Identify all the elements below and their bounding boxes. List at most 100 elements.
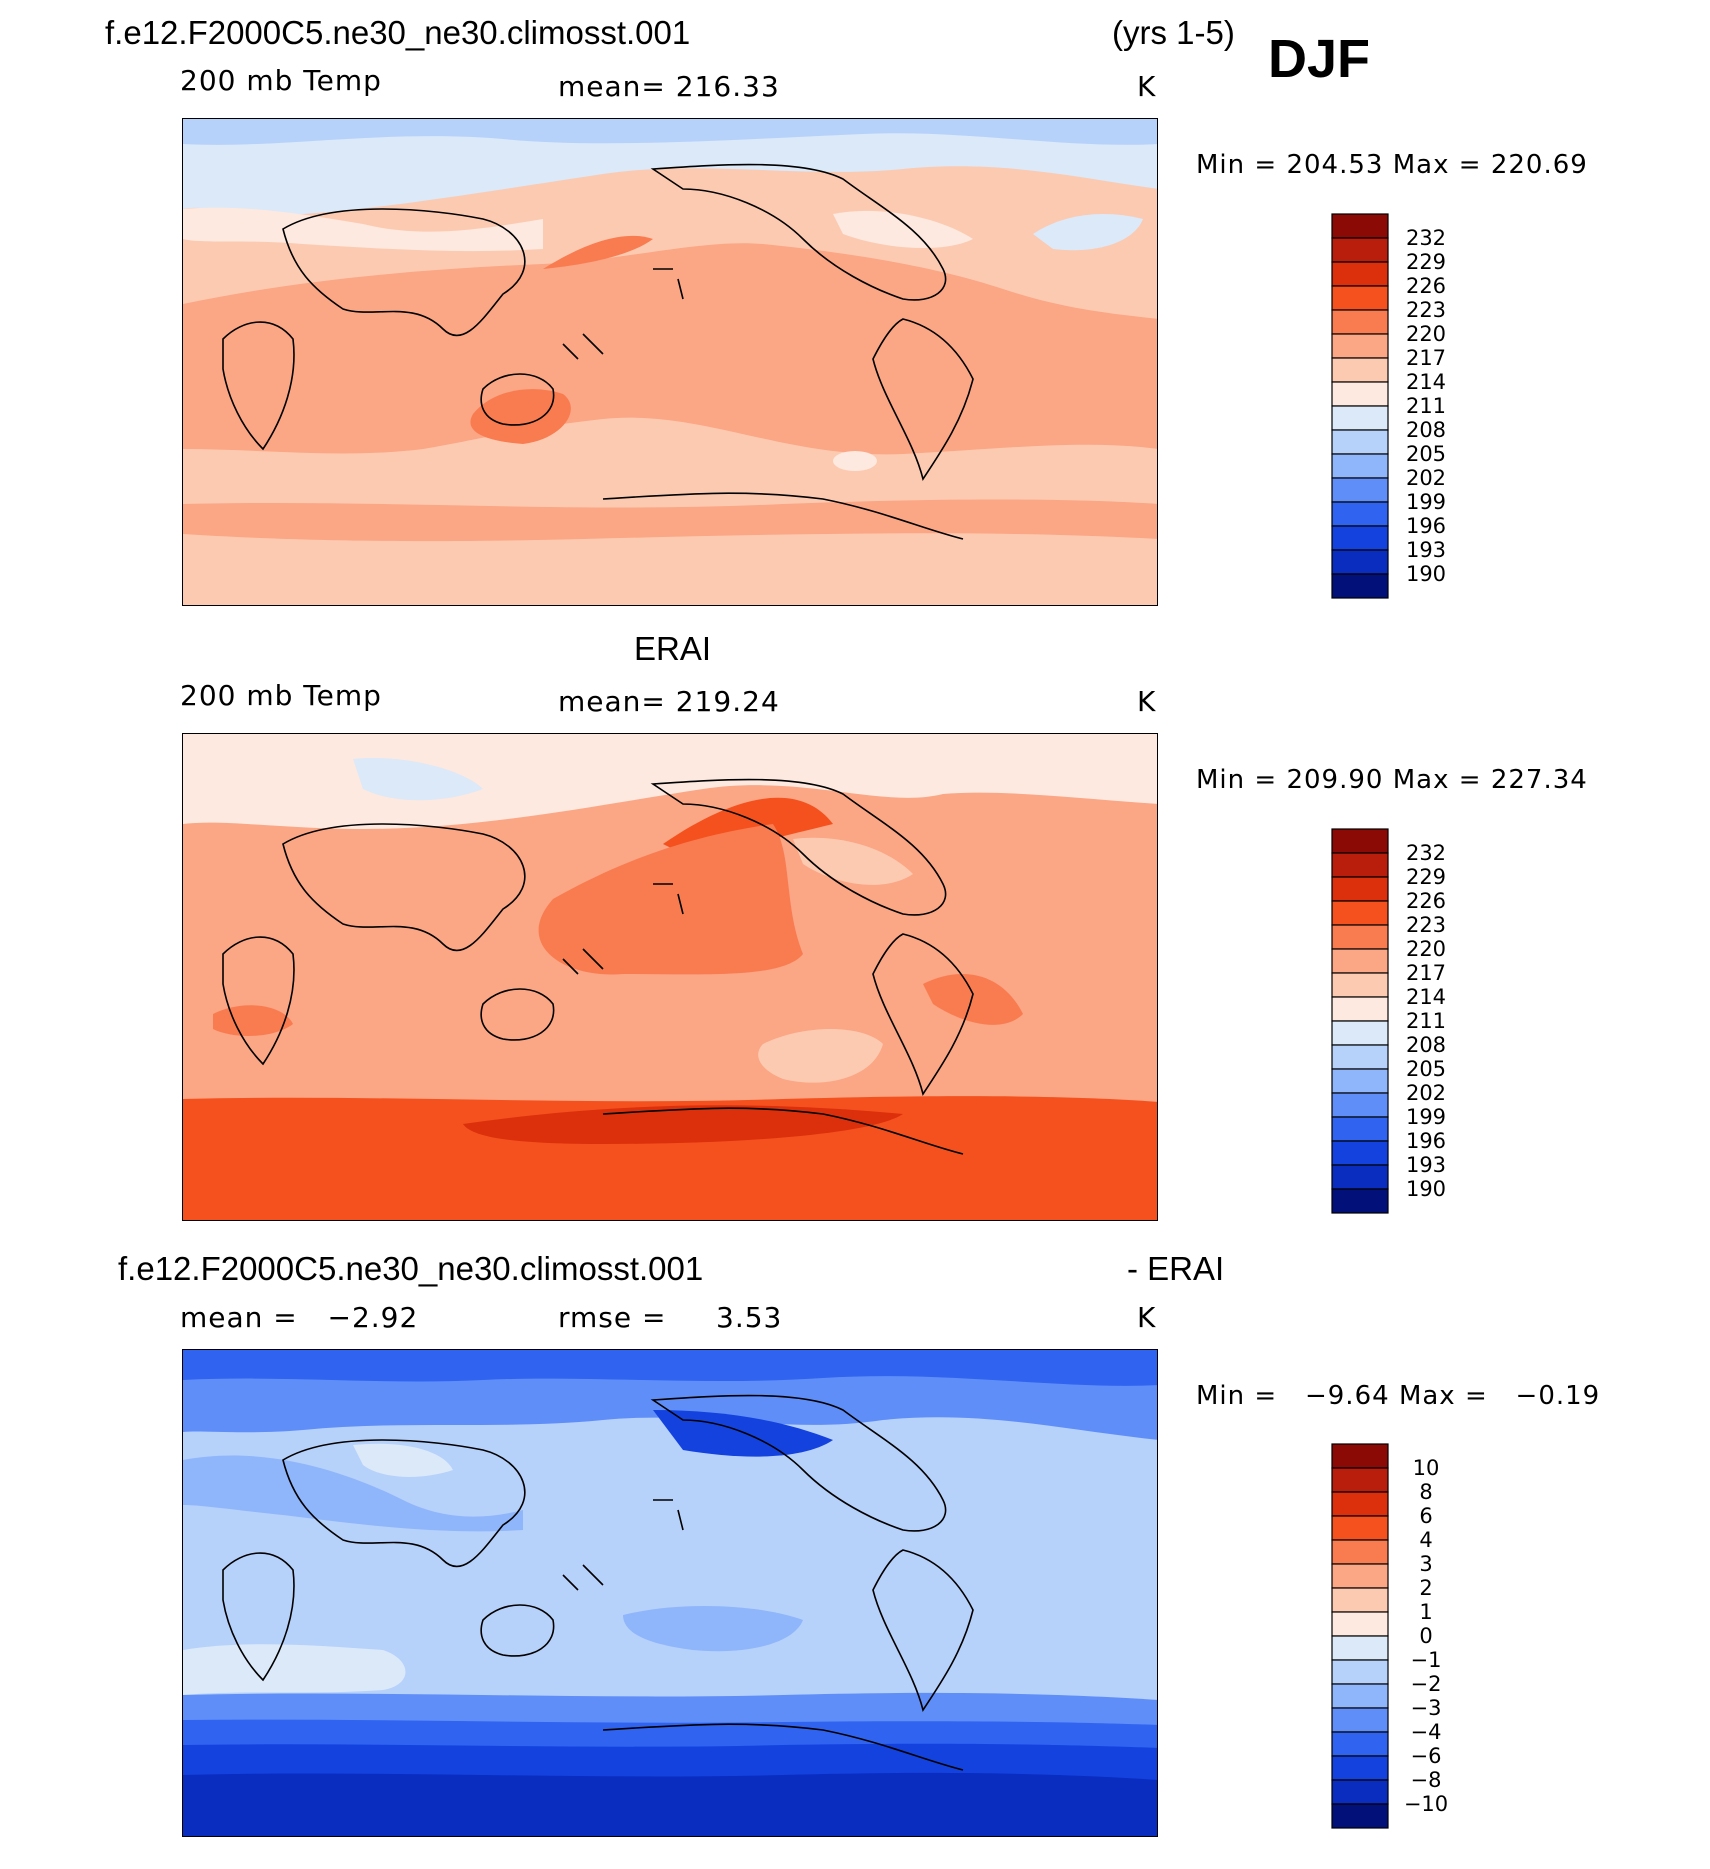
panel2-south-warm: [183, 1096, 1157, 1220]
colorbar-tick-label: 190: [1406, 562, 1446, 586]
colorbar-tick-label: 226: [1406, 274, 1446, 298]
colorbar-box-11: [1331, 1707, 1389, 1733]
panel2-units: K: [1137, 685, 1157, 718]
panel2-mean-value: 219.24: [675, 685, 780, 718]
panel1-tropics: [183, 243, 1157, 455]
panel2-safrica-warm: [213, 1005, 293, 1036]
panel3-asia-warm-bias: [353, 1443, 453, 1477]
panel1-mean-label: mean=: [558, 70, 666, 103]
panel2-wpacific-warm: [538, 824, 803, 975]
panel3-mean: mean = −2.92: [180, 1301, 418, 1334]
colorbar-tick-label: 199: [1406, 490, 1446, 514]
panel2-spacific-cool: [758, 1029, 883, 1083]
panel2-min-label: Min: [1196, 765, 1246, 795]
colorbar-box-14: [1331, 1779, 1389, 1805]
colorbar-tick-label: −10: [1404, 1792, 1448, 1816]
years-label: (yrs 1-5): [1112, 14, 1235, 51]
colorbar-tick-label: 10: [1413, 1456, 1440, 1480]
panel3-min-value: −9.64: [1304, 1381, 1390, 1411]
colorbar-box-4: [1331, 924, 1389, 950]
colorbar-box-13: [1331, 525, 1389, 551]
panel3-map: [182, 1349, 1158, 1837]
panel1-australia-max: [470, 389, 571, 444]
panel1-namerica-cool: [833, 210, 973, 249]
colorbar-tick-label: 3: [1419, 1552, 1432, 1576]
colorbar-box-3: [1331, 1515, 1389, 1541]
panel1-max-value: 220.69: [1490, 150, 1588, 180]
colorbar-box-11: [1331, 477, 1389, 503]
colorbar-tick-label: 4: [1419, 1528, 1432, 1552]
colorbar-tick-label: −6: [1411, 1744, 1442, 1768]
colorbar-box-3: [1331, 900, 1389, 926]
colorbar-box-7: [1331, 381, 1389, 407]
colorbar-tick-label: 6: [1419, 1504, 1432, 1528]
panel1-variable: 200 mb Temp: [180, 64, 382, 97]
panel3-arctic-colder: [183, 1350, 1157, 1386]
panel1-colorbar: 2322292262232202172142112082052021991961…: [1331, 213, 1446, 599]
colorbar-box-9: [1331, 429, 1389, 455]
panel1-midlat-band: [183, 207, 543, 252]
colorbar-tick-label: 229: [1406, 865, 1446, 889]
colorbar-tick-label: 217: [1406, 961, 1446, 985]
colorbar-tick-label: 2: [1419, 1576, 1432, 1600]
panel1-max-label: Max: [1392, 150, 1450, 180]
panel3-indian-ocean: [183, 1644, 406, 1695]
panel3-rmse-value: 3.53: [716, 1301, 783, 1334]
colorbar-box-3: [1331, 285, 1389, 311]
colorbar-box-4: [1331, 309, 1389, 335]
panel3-units: K: [1137, 1301, 1157, 1334]
panel3-max-value: −0.19: [1515, 1381, 1601, 1411]
colorbar-tick-label: 202: [1406, 466, 1446, 490]
panel1-mean: mean= 216.33: [558, 70, 780, 103]
colorbar-tick-label: 214: [1406, 370, 1446, 394]
panel1-map: [182, 118, 1158, 606]
colorbar-box-4: [1331, 1539, 1389, 1565]
panel2-minmax: Min = 209.90 Max = 227.34: [1196, 765, 1588, 795]
panel1-atlantic-cool: [1033, 214, 1143, 251]
panel2-variable: 200 mb Temp: [180, 679, 382, 712]
panel1-south-band: [183, 499, 1157, 542]
panel1-min-label: Min: [1196, 150, 1246, 180]
panel2-map: [182, 733, 1158, 1221]
colorbar-tick-label: 211: [1406, 1009, 1446, 1033]
colorbar-tick-label: 199: [1406, 1105, 1446, 1129]
colorbar-tick-label: 232: [1406, 841, 1446, 865]
colorbar-tick-label: 208: [1406, 1033, 1446, 1057]
colorbar-box-5: [1331, 1563, 1389, 1589]
panel2-antarctic-max: [463, 1105, 903, 1144]
colorbar-tick-label: 193: [1406, 538, 1446, 562]
colorbar-tick-label: 8: [1419, 1480, 1432, 1504]
panel2-mean: mean= 219.24: [558, 685, 780, 718]
colorbar-tick-label: −8: [1411, 1768, 1442, 1792]
colorbar-tick-label: 202: [1406, 1081, 1446, 1105]
panel2-title: ERAI: [634, 630, 712, 667]
panel3-npacific-cold: [653, 1410, 833, 1457]
colorbar-tick-label: 232: [1406, 226, 1446, 250]
colorbar-box-2: [1331, 261, 1389, 287]
colorbar-box-1: [1331, 237, 1389, 263]
colorbar-box-2: [1331, 876, 1389, 902]
panel2-siberia-cool: [353, 758, 483, 801]
colorbar-box-8: [1331, 1635, 1389, 1661]
panel2-min-value: 209.90: [1286, 765, 1384, 795]
colorbar-box-6: [1331, 357, 1389, 383]
colorbar-tick-label: −2: [1411, 1672, 1442, 1696]
colorbar-tick-label: 1: [1419, 1600, 1432, 1624]
panel1-min-value: 204.53: [1286, 150, 1384, 180]
colorbar-tick-label: 196: [1406, 514, 1446, 538]
colorbar-box-13: [1331, 1140, 1389, 1166]
colorbar-box-8: [1331, 405, 1389, 431]
colorbar-box-5: [1331, 333, 1389, 359]
colorbar-box-9: [1331, 1044, 1389, 1070]
colorbar-tick-label: 214: [1406, 985, 1446, 1009]
colorbar-tick-label: 205: [1406, 1057, 1446, 1081]
colorbar-tick-label: 220: [1406, 937, 1446, 961]
colorbar-box-8: [1331, 1020, 1389, 1046]
panel3-coastlines: [222, 1394, 974, 1771]
panel2-mean-label: mean=: [558, 685, 666, 718]
panel3-minmax: Min = −9.64 Max = −0.19: [1196, 1381, 1601, 1411]
panel1-mean-value: 216.33: [675, 70, 780, 103]
colorbar-tick-label: 223: [1406, 913, 1446, 937]
panel3-mean-label: mean =: [180, 1301, 298, 1334]
colorbar-box-11: [1331, 1092, 1389, 1118]
